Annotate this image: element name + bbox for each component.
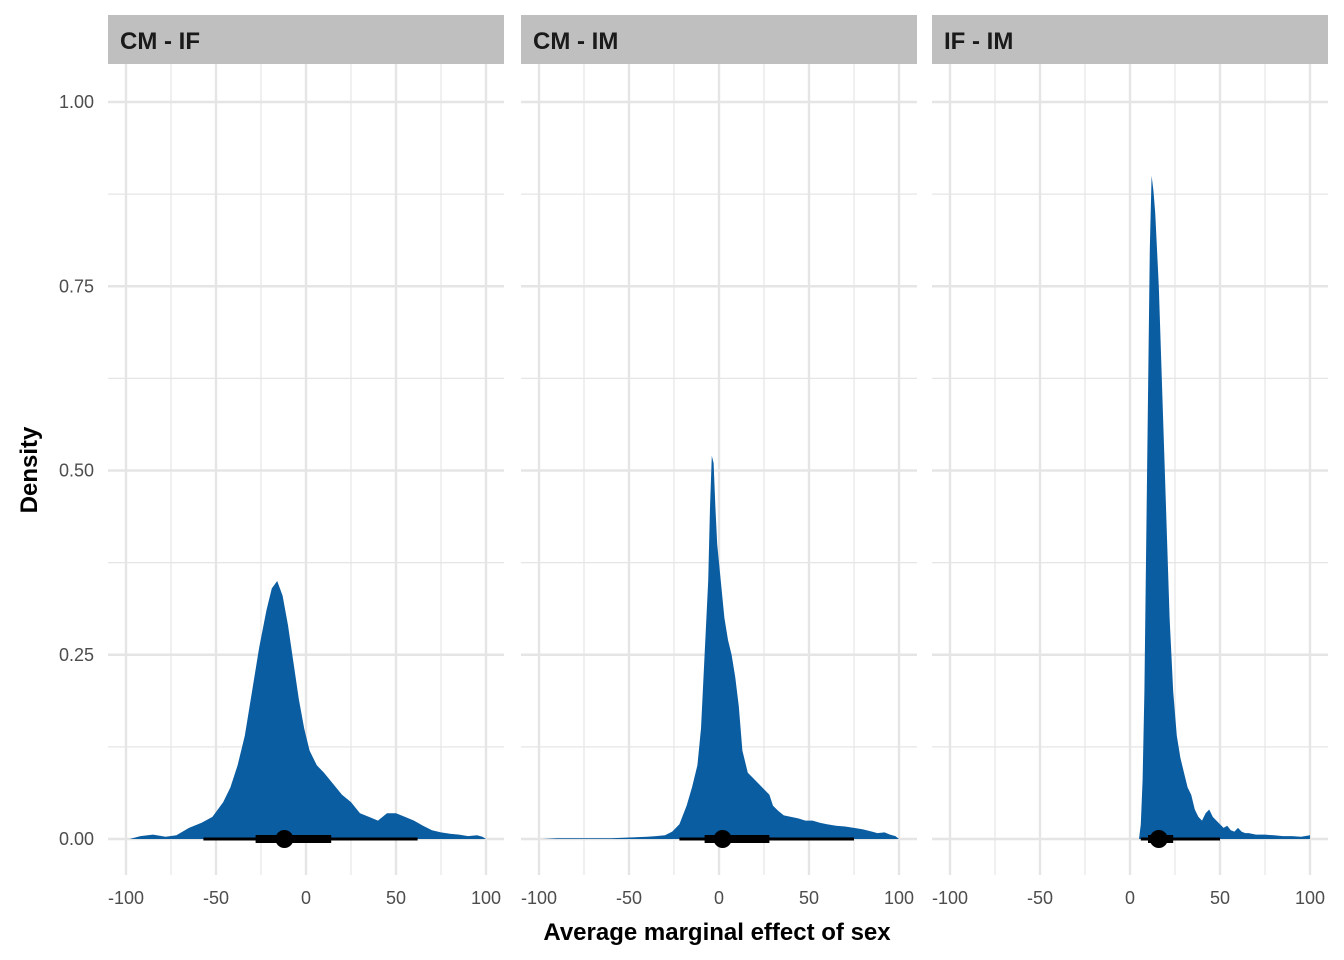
x-tick-label: 50: [1210, 888, 1230, 908]
x-tick-label: -50: [1027, 888, 1053, 908]
y-tick-label: 0.00: [59, 829, 94, 849]
y-axis-title: Density: [16, 426, 43, 513]
panel-2: CM - IM -100 -50 0 50 100: [521, 15, 917, 908]
x-tick-label: 100: [471, 888, 501, 908]
y-axis: 0.00 0.25 0.50 0.75 1.00: [59, 92, 94, 849]
chart-panels: CM - IF -100 -50 0 50 100 CM - IM -100 -50 0 50 100…: [59, 15, 1328, 908]
x-tick-label: -100: [521, 888, 557, 908]
x-tick-label: -100: [932, 888, 968, 908]
x-tick-label: 50: [799, 888, 819, 908]
x-tick-label: 100: [884, 888, 914, 908]
x-tick-label: 50: [386, 888, 406, 908]
x-tick-label: -50: [203, 888, 229, 908]
x-tick-label: 0: [1125, 888, 1135, 908]
x-axis-title: Average marginal effect of sex: [543, 919, 891, 946]
facet-strip-label: IF - IM: [944, 28, 1013, 55]
point-estimate: [1149, 830, 1168, 848]
panel-1: CM - IF -100 -50 0 50 100: [108, 15, 504, 908]
y-tick-label: 0.50: [59, 461, 94, 481]
panel-3: IF - IM -100 -50 0 50 100: [932, 15, 1328, 908]
facet-strip: [932, 15, 1328, 64]
facet-strip-label: CM - IF: [120, 28, 200, 55]
x-tick-label: -50: [616, 888, 642, 908]
x-tick-label: -100: [108, 888, 144, 908]
y-tick-label: 0.75: [59, 276, 94, 296]
facet-strip-label: CM - IM: [533, 28, 618, 55]
density-area: [129, 581, 486, 839]
facet-strip: [521, 15, 917, 64]
density-area: [542, 455, 899, 839]
x-tick-label: 100: [1295, 888, 1325, 908]
point-estimate: [713, 830, 732, 848]
y-tick-label: 0.25: [59, 645, 94, 665]
y-tick-label: 1.00: [59, 92, 94, 112]
point-estimate: [275, 830, 294, 848]
facet-strip: [108, 15, 504, 64]
x-tick-label: 0: [301, 888, 311, 908]
density-area: [1139, 175, 1310, 839]
x-tick-label: 0: [714, 888, 724, 908]
